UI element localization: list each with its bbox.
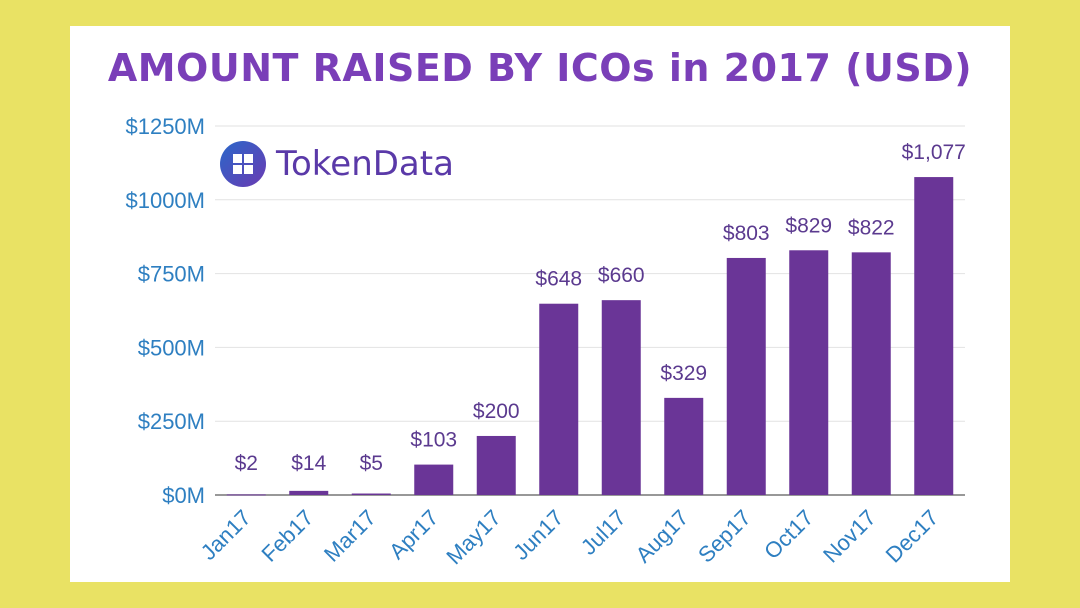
bar-nov17 <box>851 252 891 495</box>
data-label: $2 <box>235 452 258 475</box>
y-tick-label: $250M <box>138 409 205 434</box>
x-tick-label: Jun17 <box>508 505 568 565</box>
bar-aug17 <box>664 397 704 495</box>
tokendata-logo-text: TokenData <box>276 144 454 184</box>
x-tick-label: Nov17 <box>818 505 881 568</box>
x-tick-label: Dec17 <box>881 505 944 568</box>
bar-jan17 <box>226 494 266 496</box>
tokendata-logo: TokenData <box>220 141 454 187</box>
bar-mar17 <box>351 493 391 495</box>
data-label: $103 <box>410 429 457 452</box>
bar-layer <box>226 177 954 496</box>
bar-apr17 <box>414 464 454 495</box>
bar-feb17 <box>289 490 329 495</box>
x-tick-label: May17 <box>441 505 505 569</box>
x-tick-label: Jan17 <box>196 505 256 565</box>
grid-layer <box>215 125 965 496</box>
data-label: $648 <box>535 268 582 291</box>
data-label: $822 <box>848 216 895 239</box>
bar-jul17 <box>601 300 641 495</box>
bar-sep17 <box>726 257 766 495</box>
y-tick-label: $500M <box>138 335 205 360</box>
data-label: $660 <box>598 264 645 287</box>
data-label: $803 <box>723 222 770 245</box>
x-tick-label: Feb17 <box>256 505 318 567</box>
chart-title: AMOUNT RAISED BY ICOs in 2017 (USD) <box>107 46 973 90</box>
x-tick-label: Jul17 <box>576 505 631 560</box>
data-label: $1,077 <box>902 141 966 164</box>
y-tick-label: $0M <box>162 483 205 508</box>
data-label: $5 <box>360 452 383 475</box>
data-label: $329 <box>660 362 707 385</box>
x-tick-label: Aug17 <box>631 505 694 568</box>
bar-oct17 <box>789 250 829 495</box>
y-tick-label: $1250M <box>125 114 205 139</box>
bar-may17 <box>476 435 516 495</box>
data-label: $829 <box>785 214 832 237</box>
tokendata-logo-icon <box>220 141 266 187</box>
x-tick-label: Mar17 <box>319 505 381 567</box>
x-tick-label: Sep17 <box>693 505 756 568</box>
y-tick-label: $1000M <box>125 188 205 213</box>
bar-jun17 <box>539 303 579 495</box>
bar-chart: $0M $250M $500M $750M $1000M $1250M $2 Jan17 $14… <box>125 114 966 569</box>
data-label: $200 <box>473 400 520 423</box>
chart-card: AMOUNT RAISED BY ICOs in 2017 (USD) $0M $… <box>70 26 1010 582</box>
x-tick-label: Apr17 <box>384 505 443 564</box>
data-label: $14 <box>291 452 326 475</box>
bar-dec17 <box>914 177 954 496</box>
y-tick-label: $750M <box>138 262 205 287</box>
x-tick-label: Oct17 <box>759 505 818 564</box>
